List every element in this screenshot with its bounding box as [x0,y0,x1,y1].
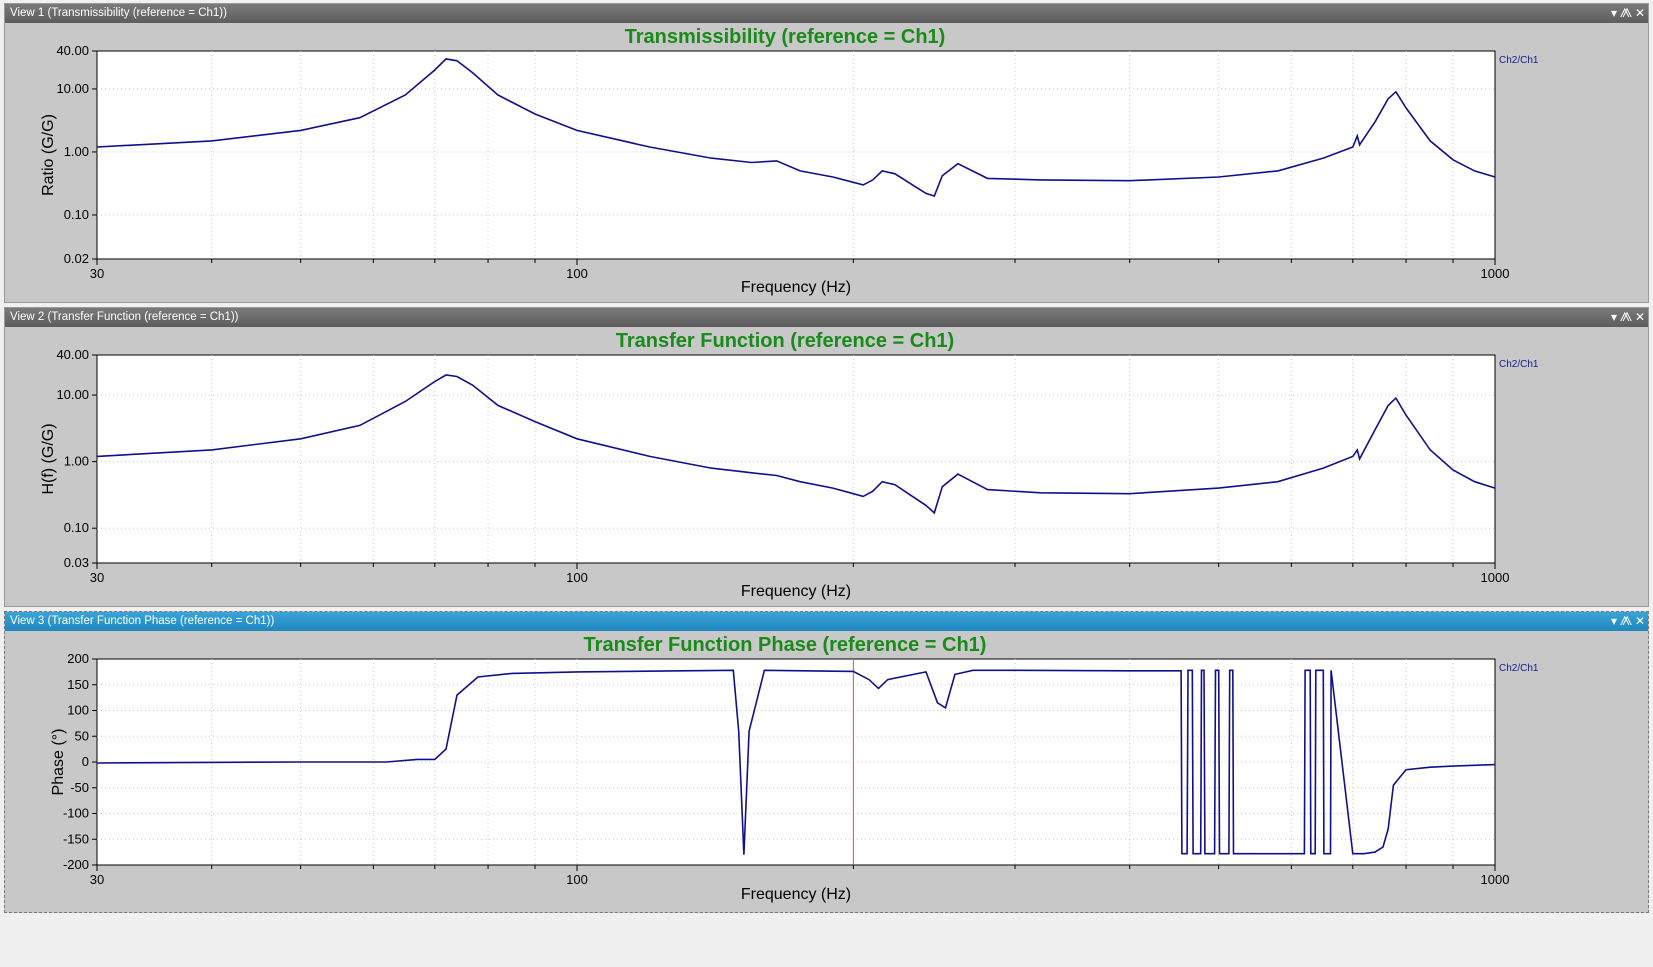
chart-2-y-tick-label: 10.00 [56,387,89,402]
chart-2-series-ch2-ch1-line [96,374,1496,515]
chart-3-x-tick-label: 1000 [1481,872,1510,887]
chart-3-y-tick-label: 150 [67,677,89,692]
chart-1-svg: Transmissibility (reference = Ch1) 0.02 0… [40,26,1539,296]
chart-2-svg: Transfer Function (reference = Ch1) 0.03… [40,330,1539,600]
chart-3-y-tick-label: 100 [67,703,89,718]
view-3-pin-icon[interactable]: ⨇ [1620,614,1632,628]
chart-2-ylabel: H(f) (G/G) [40,423,57,494]
chart-3-y-tick-label: 50 [75,728,89,743]
view-1-header: View 1 (Transmissibility (reference = Ch… [10,7,227,19]
chart-3-x-tick-label: 30 [90,872,104,887]
chart-3-y-tick-label: 200 [67,651,89,666]
view-1-close-icon[interactable]: ✕ [1634,6,1646,20]
chart-1-x-tick-label: 1000 [1481,266,1510,281]
view-2-titlebar[interactable]: View 2 (Transfer Function (reference = C… [5,308,1648,327]
chart-2-title: Transfer Function (reference = Ch1) [616,330,954,352]
view-3-dropdown-icon[interactable]: ▾ [1610,614,1618,628]
chart-1-xlabel: Frequency (Hz) [741,279,851,296]
chart-2-x-tick-label: 30 [90,570,104,585]
chart-3-title: Transfer Function Phase (reference = Ch1… [584,634,987,656]
chart-2-x-tick-label: 100 [566,570,588,585]
chart-3-y-tick-label: -200 [63,857,89,872]
chart-2-plot-area[interactable] [96,354,1496,564]
chart-3-y-tick-label: -100 [63,806,89,821]
view-2-pin-icon[interactable]: ⨇ [1620,310,1632,324]
view-2-dropdown-icon[interactable]: ▾ [1610,310,1618,324]
chart-3-xlabel: Frequency (Hz) [741,886,851,903]
chart-3-svg: Transfer Function Phase (reference = Ch1… [50,634,1539,903]
chart-1-y-tick-label: 1.00 [64,144,89,159]
view-3-header: View 3 (Transfer Function Phase (referen… [10,615,275,627]
view-1-pin-icon[interactable]: ⨇ [1620,6,1632,20]
chart-2-y-tick-label: 40.00 [56,347,89,362]
chart-2-xlabel: Frequency (Hz) [741,583,851,600]
chart-2-y-tick-label: 1.00 [64,454,89,469]
chart-1-title: Transmissibility (reference = Ch1) [625,26,946,48]
chart-2-x-tick-label: 1000 [1481,570,1510,585]
chart-1-y-tick-label: 40.00 [56,43,89,58]
chart-1-plot-area[interactable] [96,50,1496,260]
chart-2-y-tick-label: 0.03 [64,555,89,570]
view-1-titlebar[interactable]: View 1 (Transmissibility (reference = Ch… [5,4,1648,23]
view-3-titlebar[interactable]: View 3 (Transfer Function Phase (referen… [5,612,1648,631]
view-3-panel: View 3 (Transfer Function Phase (referen… [4,611,1649,913]
chart-1-x-tick-label: 100 [566,266,588,281]
chart-3-y-tick-label: -150 [63,831,89,846]
chart-1-ylabel: Ratio (G/G) [40,114,57,196]
chart-1-y-tick-label: 10.00 [56,81,89,96]
chart-3-x-tick-label: 100 [566,872,588,887]
chart-1-y-tick-label: 0.10 [64,207,89,222]
view-2-close-icon[interactable]: ✕ [1634,310,1646,324]
chart-1-series-ch2-ch1-line [96,58,1496,197]
chart-3-y-tick-label: 0 [82,754,89,769]
chart-1-y-tick-label: 0.02 [64,251,89,266]
view-2-header: View 2 (Transfer Function (reference = C… [10,311,239,323]
view-3-close-icon[interactable]: ✕ [1634,614,1646,628]
chart-1-legend-entry: Ch2/Ch1 [1499,55,1539,66]
view-2-panel: View 2 (Transfer Function (reference = C… [4,307,1649,607]
view-1-panel: View 1 (Transmissibility (reference = Ch… [4,3,1649,303]
view-1-dropdown-icon[interactable]: ▾ [1610,6,1618,20]
chart-2-y-tick-label: 0.10 [64,520,89,535]
chart-1-x-tick-label: 30 [90,266,104,281]
chart-3-legend-entry: Ch2/Ch1 [1499,663,1539,674]
chart-2-legend-entry: Ch2/Ch1 [1499,359,1539,370]
chart-3-series-ch2-ch1-line [96,669,1496,855]
chart-3-y-tick-label: -50 [70,780,89,795]
chart-3-ylabel: Phase (°) [50,729,67,796]
